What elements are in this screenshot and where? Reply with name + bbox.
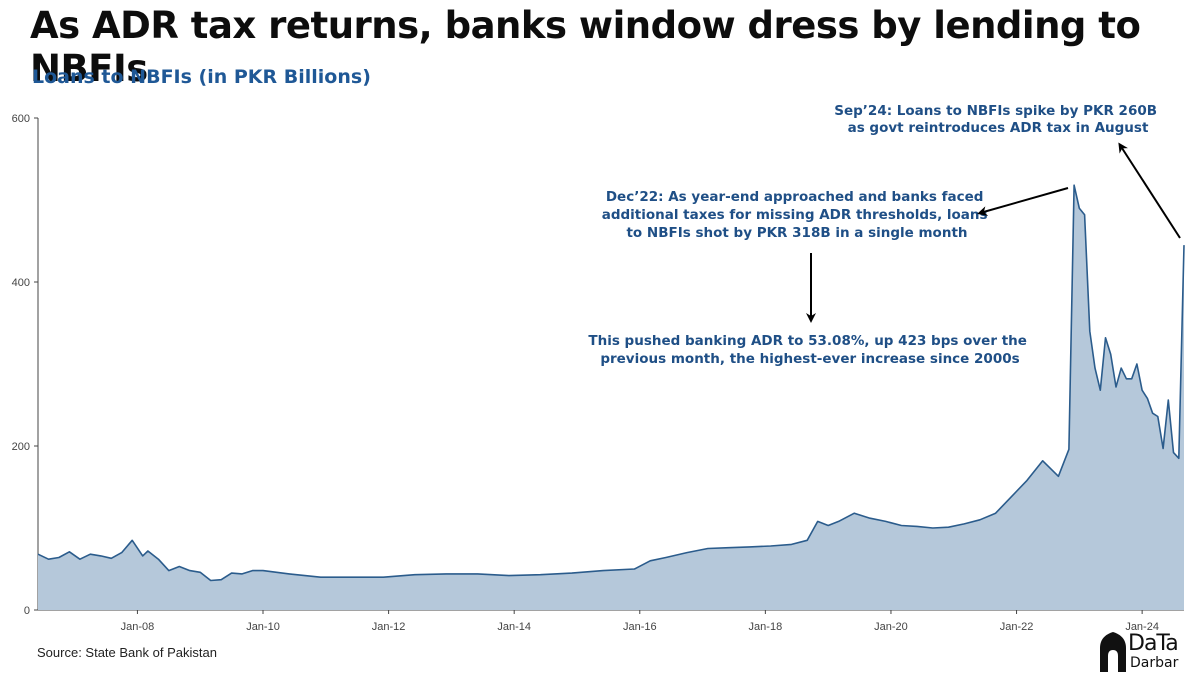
annotation-dec22-line-2: additional taxes for missing ADR thresho… xyxy=(602,207,988,223)
x-tick-label: Jan-12 xyxy=(372,621,406,633)
dome-icon xyxy=(1100,632,1126,672)
line-series xyxy=(37,184,1185,582)
source-note: Source: State Bank of Pakistan xyxy=(37,645,217,660)
annotation-sep24-line-1: Sep’24: Loans to NBFIs spike by PKR 260B xyxy=(834,103,1157,119)
chart-subtitle: Loans to NBFIs (in PKR Billions) xyxy=(32,66,371,88)
headline: As ADR tax returns, banks window dress b… xyxy=(30,4,1141,90)
annotation-dec22-line-1: Dec’22: As year-end approached and banks… xyxy=(606,189,984,205)
annotation-adr-line-2: previous month, the highest-ever increas… xyxy=(600,351,1019,367)
logo-text-top: DaTa xyxy=(1128,631,1179,656)
x-tick-label: Jan-14 xyxy=(497,621,531,633)
x-tick-label: Jan-20 xyxy=(874,621,908,633)
annotation-dec22-line-3: to NBFIs shot by PKR 318B in a single mo… xyxy=(626,225,967,241)
area-series xyxy=(38,185,1184,610)
x-tick-label: Jan-16 xyxy=(623,621,657,633)
annotation-dec22: Dec’22: As year-end approached and banks… xyxy=(602,189,993,241)
arrow-dec22 xyxy=(977,187,1069,216)
y-tick-label: 0 xyxy=(24,605,30,617)
x-tick-label: Jan-18 xyxy=(749,621,783,633)
logo-text-bottom: Darbar xyxy=(1130,655,1179,671)
datadarbar-logo: DaTa Darbar xyxy=(1098,628,1190,674)
tick-labels: 0 200 400 600 Jan-08 Jan-10 Jan-12 Jan-14 Jan-16… xyxy=(12,113,1159,633)
annotation-adr-line-1: This pushed banking ADR to 53.08%, up 42… xyxy=(588,333,1027,349)
arrow-sep24 xyxy=(1118,142,1181,239)
y-tick-label: 400 xyxy=(12,277,30,289)
y-tick-label: 600 xyxy=(12,113,30,125)
annotation-adr: This pushed banking ADR to 53.08%, up 42… xyxy=(588,333,1031,367)
x-tick-label: Jan-10 xyxy=(246,621,280,633)
x-tick-label: Jan-22 xyxy=(1000,621,1034,633)
x-tick-label: Jan-24 xyxy=(1125,621,1159,633)
annotation-sep24: Sep’24: Loans to NBFIs spike by PKR 260B… xyxy=(834,103,1161,136)
y-tick-label: 200 xyxy=(12,441,30,453)
x-tick-label: Jan-08 xyxy=(121,621,155,633)
annotation-sep24-line-2: as govt reintroduces ADR tax in August xyxy=(848,120,1149,136)
